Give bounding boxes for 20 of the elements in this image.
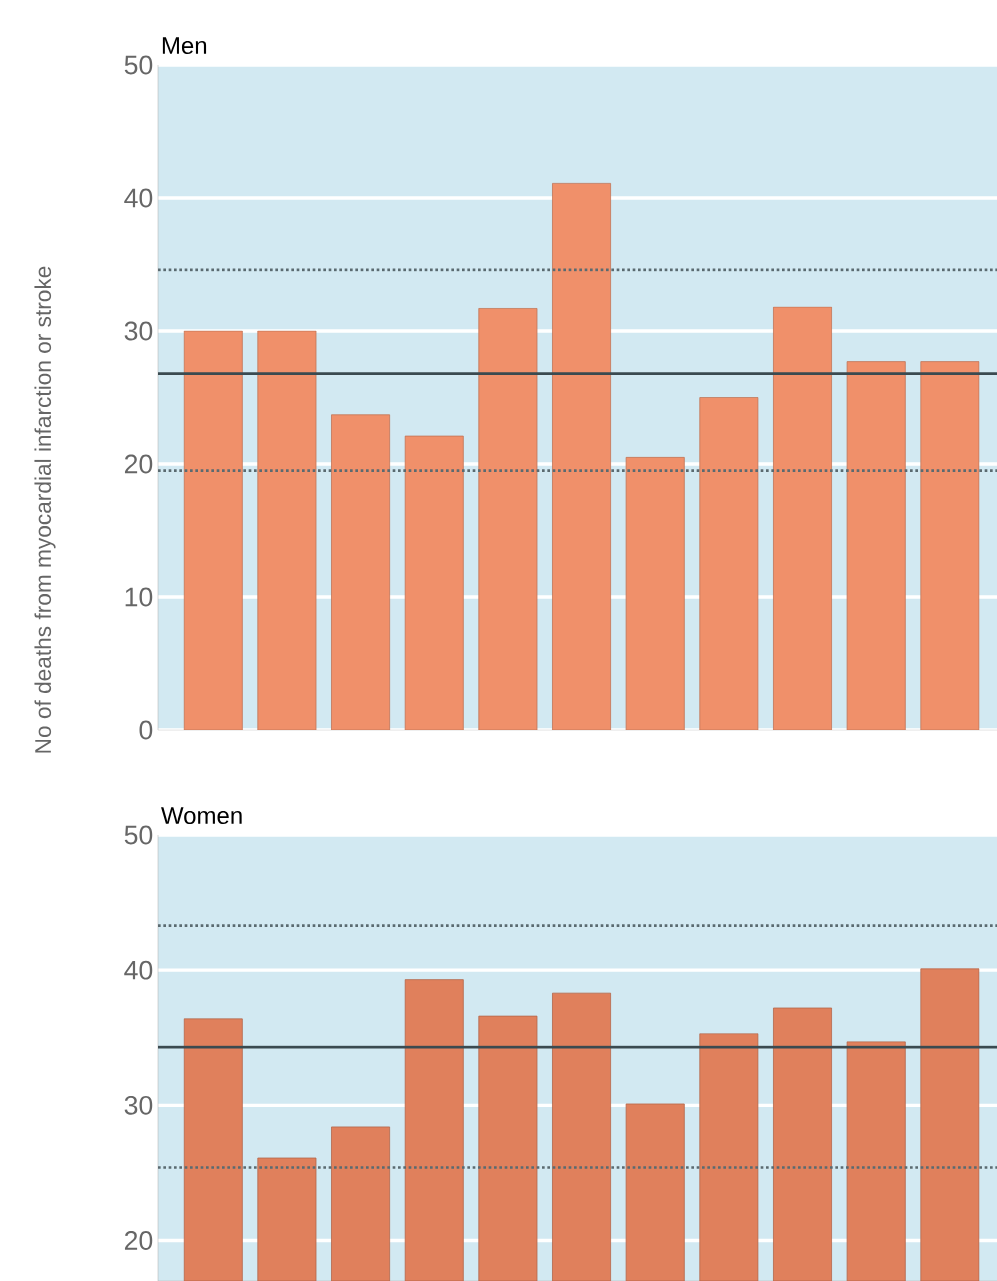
bar (625, 456, 685, 731)
chart-title: Men (162, 37, 207, 55)
bar (183, 330, 243, 731)
y-tick-label: 50 (124, 825, 153, 845)
y-tick-label: 20 (124, 454, 153, 474)
y-tick-label: 50 (124, 55, 153, 75)
bar (331, 414, 391, 731)
bar (404, 435, 464, 731)
chart-title: Women (161, 807, 242, 825)
y-axis-title: No of deaths from myocardial infarction or stroke (34, 266, 56, 753)
bar (773, 306, 833, 731)
y-tick-label: 40 (124, 960, 153, 980)
y-tick-label: 30 (124, 1095, 153, 1115)
bar (478, 307, 538, 731)
y-tick-label: 30 (124, 321, 153, 341)
y-tick-label: 10 (125, 587, 153, 607)
bar (257, 330, 317, 731)
y-tick-label: 20 (124, 1231, 153, 1250)
y-tick-label: 0 (139, 720, 153, 740)
y-tick-label: 40 (124, 188, 153, 208)
